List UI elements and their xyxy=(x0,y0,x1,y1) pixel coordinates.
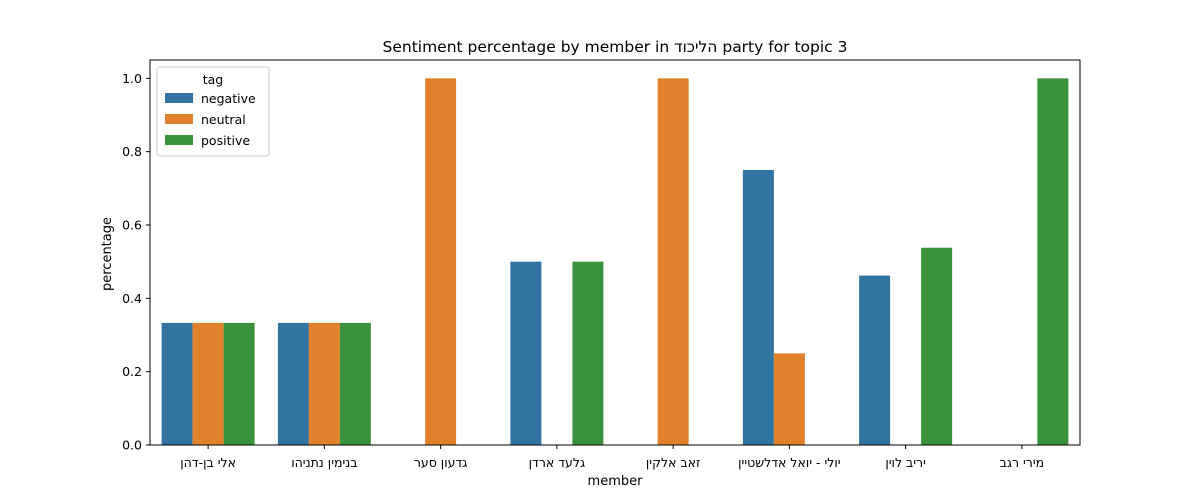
legend-swatch-neutral xyxy=(165,114,193,124)
bar-negative-6 xyxy=(859,275,891,445)
y-tick-label: 0.6 xyxy=(122,218,142,233)
x-tick-label: יולי - יואל אדלשטיין xyxy=(738,455,840,470)
y-axis-label: percentage xyxy=(100,217,115,291)
legend: tag negative neutral positive xyxy=(156,66,270,157)
chart-title: Sentiment percentage by member in הליכוד… xyxy=(383,38,848,56)
x-tick-label: בנימין נתניהו xyxy=(291,455,357,470)
legend-swatch-negative xyxy=(165,93,193,103)
x-axis-label: member xyxy=(588,474,644,489)
legend-box xyxy=(156,66,270,157)
x-tick-label: אלי בן-דהן xyxy=(180,455,236,470)
y-tick-label: 0.0 xyxy=(122,438,142,453)
legend-label-neutral: neutral xyxy=(201,112,246,127)
x-tick-label: גדעון סער xyxy=(414,455,468,470)
bar-negative-3 xyxy=(510,261,542,445)
bar-neutral-4 xyxy=(657,78,689,445)
y-tick-label: 0.2 xyxy=(122,364,142,379)
legend-title: tag xyxy=(203,72,224,87)
bar-positive-7 xyxy=(1037,78,1069,445)
bar-positive-3 xyxy=(572,261,604,445)
plot-frame xyxy=(149,59,1081,446)
bar-negative-5 xyxy=(742,170,774,445)
bar-positive-6 xyxy=(921,247,953,445)
x-tick-label: יריב לוין xyxy=(885,455,926,470)
legend-label-negative: negative xyxy=(201,91,256,106)
y-tick-label: 0.4 xyxy=(122,291,142,306)
x-tick-label: זאב אלקין xyxy=(646,455,700,470)
bar-positive-0 xyxy=(223,322,255,445)
legend-label-positive: positive xyxy=(201,133,250,148)
bar-neutral-5 xyxy=(773,353,805,445)
bar-positive-1 xyxy=(339,322,371,445)
bars-layer xyxy=(161,78,1069,445)
bar-negative-0 xyxy=(161,322,193,445)
legend-swatch-positive xyxy=(165,135,193,145)
bar-neutral-0 xyxy=(192,322,224,445)
y-tick-label: 0.8 xyxy=(122,144,142,159)
x-tick-label: גלעד ארדן xyxy=(529,455,586,470)
bar-negative-1 xyxy=(277,322,309,445)
x-tick-label: מירי רגב xyxy=(1000,455,1045,470)
bar-neutral-2 xyxy=(425,78,457,445)
y-tick-label: 1.0 xyxy=(122,71,142,86)
axes-layer: 0.0 0.2 0.4 0.6 0.8 1.0 אלי בן-דהן בנימין נתניה… xyxy=(122,59,1081,470)
bar-neutral-1 xyxy=(308,322,340,445)
